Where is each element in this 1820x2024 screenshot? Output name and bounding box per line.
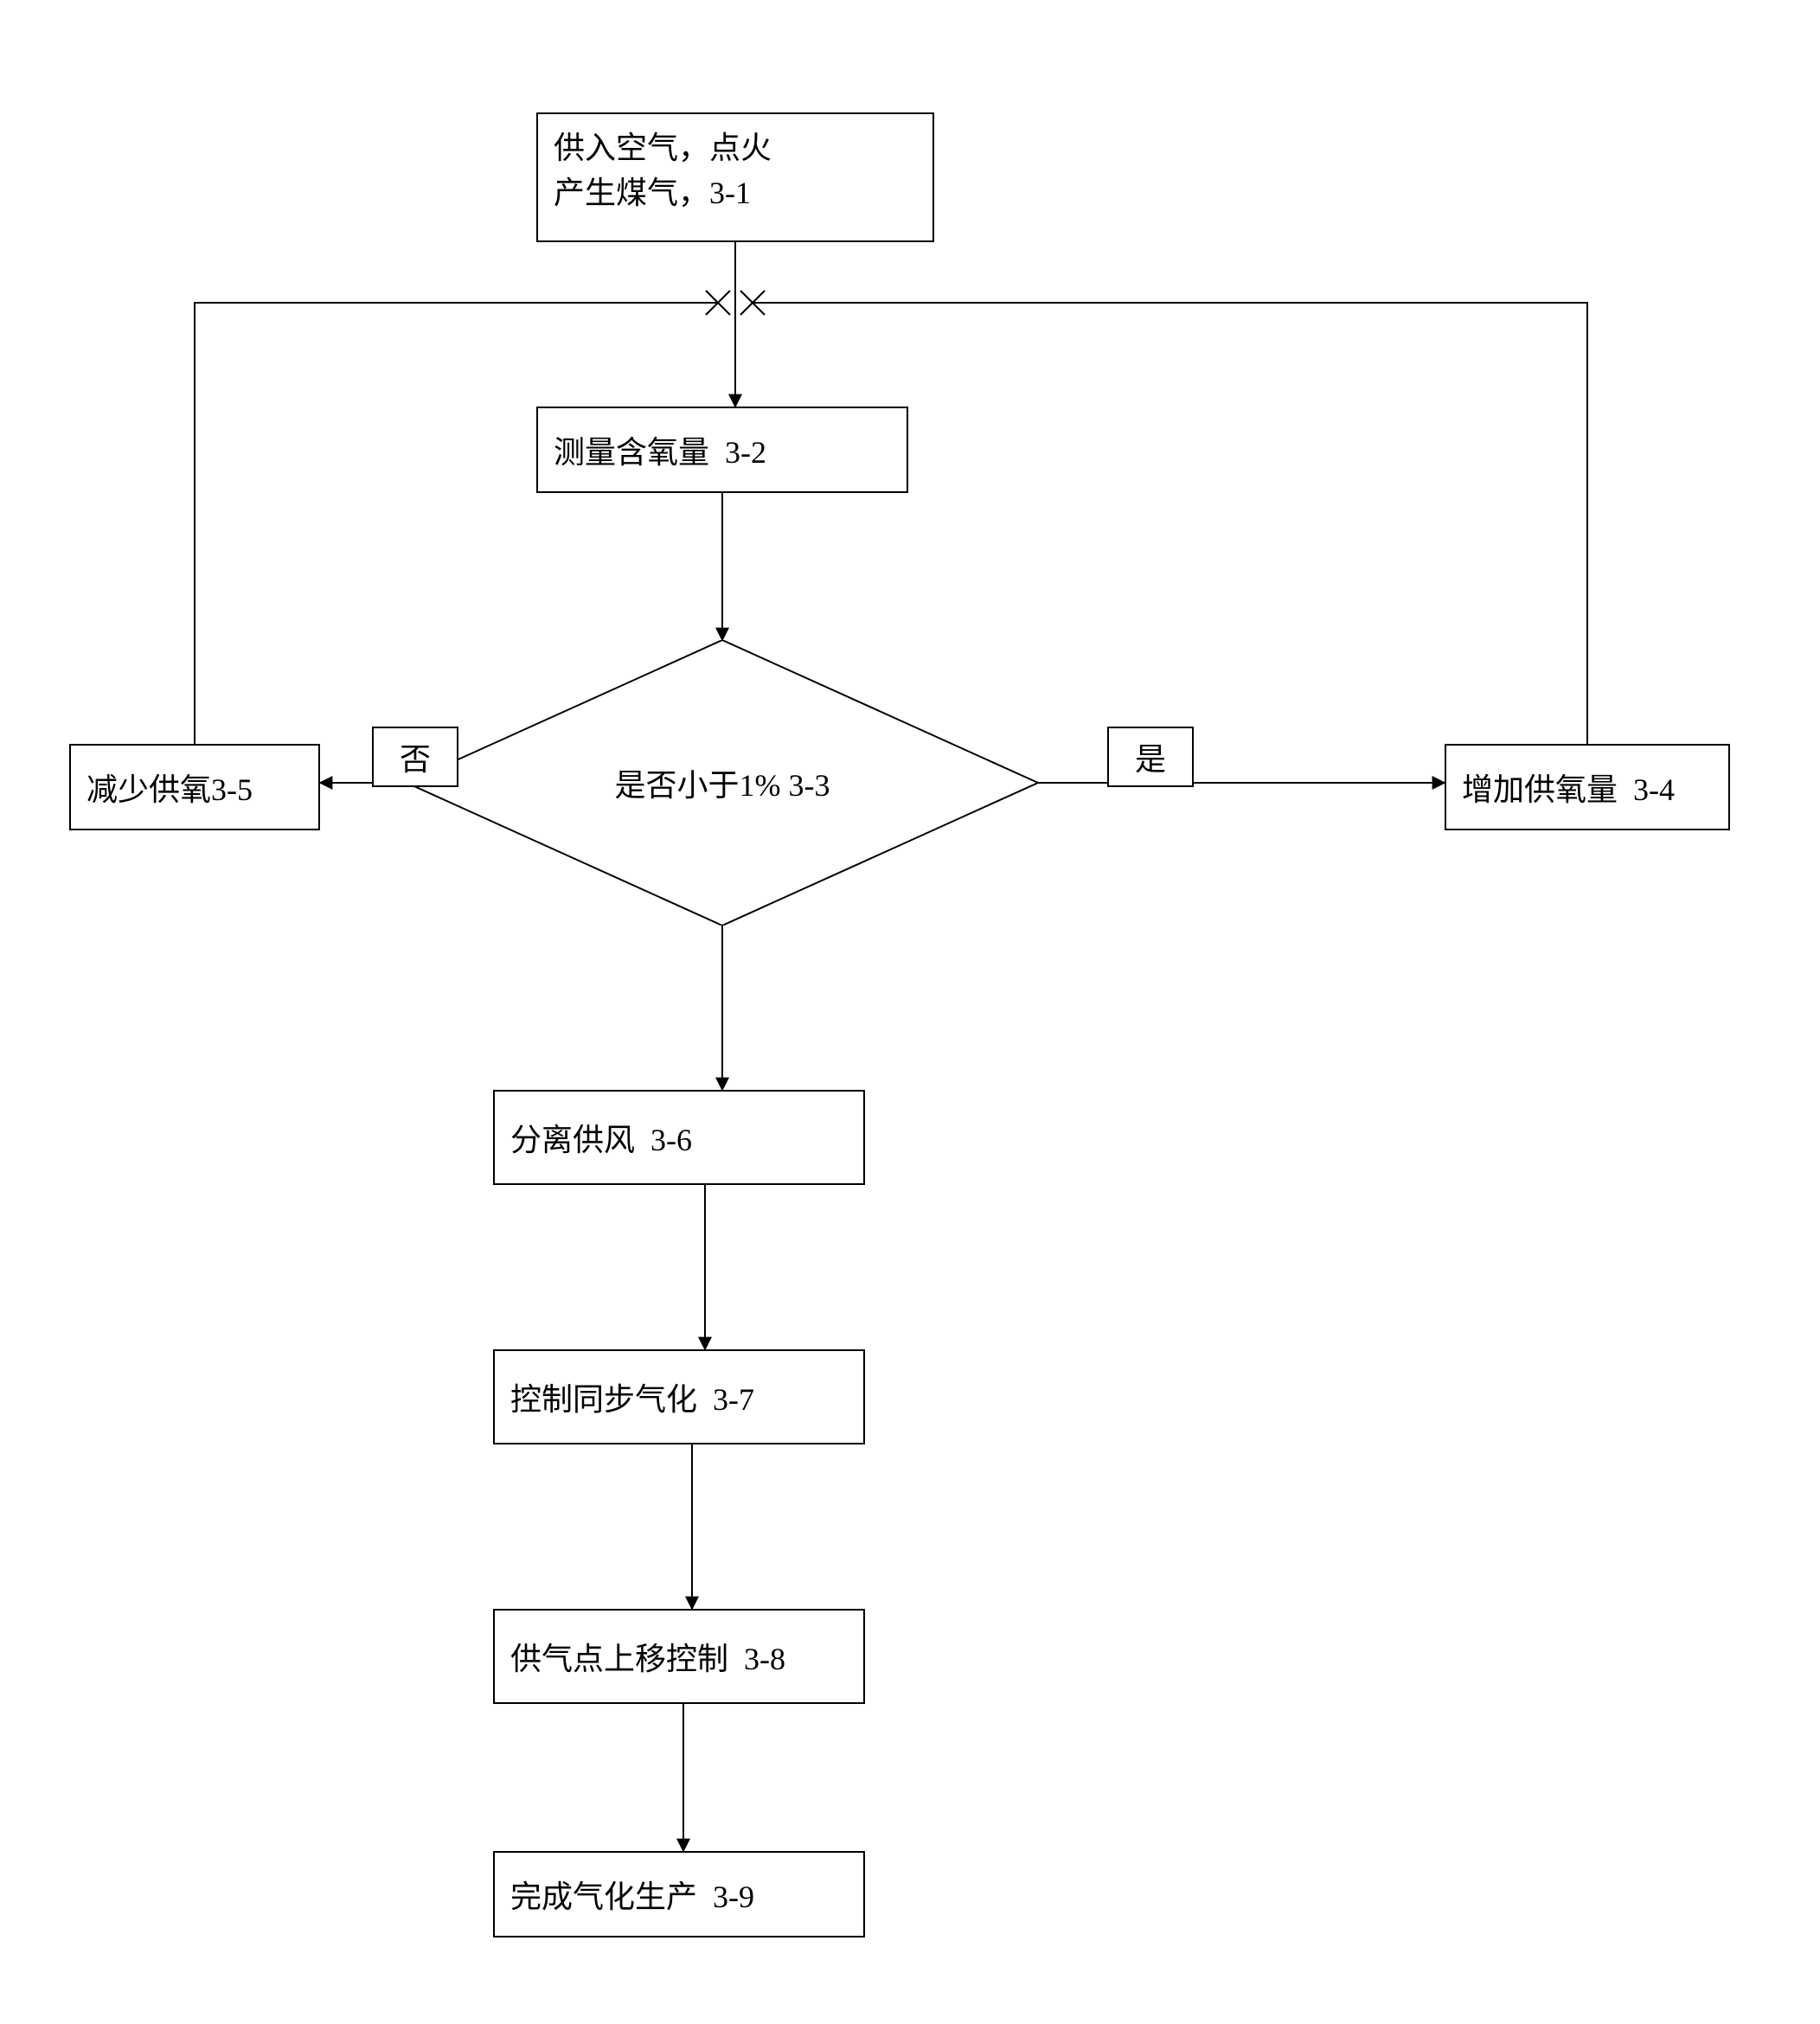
- node-n5: 减少供氧3-5: [69, 744, 320, 830]
- node-n7: 控制同步气化 3-7: [493, 1349, 865, 1444]
- node-n3-label: 是否小于1% 3-3: [615, 760, 830, 805]
- edge-label-yes-text: 是: [1135, 734, 1166, 779]
- edge-label-no: 否: [372, 727, 458, 787]
- node-n7-label: 控制同步气化 3-7: [510, 1374, 754, 1419]
- edge-label-no-text: 否: [400, 734, 431, 779]
- node-n2: 测量含氧量 3-2: [536, 407, 908, 493]
- edges-layer: [0, 0, 1820, 2024]
- node-n4-label: 增加供氧量 3-4: [1462, 765, 1675, 810]
- edge-label-yes: 是: [1107, 727, 1194, 787]
- node-n8-label: 供气点上移控制 3-8: [510, 1634, 785, 1679]
- node-n9: 完成气化生产 3-9: [493, 1851, 865, 1938]
- node-n9-label: 完成气化生产 3-9: [510, 1872, 754, 1917]
- node-n3: 是否小于1% 3-3: [407, 640, 1038, 926]
- node-n1-label: 供入空气，点火 产生煤气，3-1: [554, 123, 772, 213]
- node-n6: 分离供风 3-6: [493, 1090, 865, 1185]
- node-n2-label: 测量含氧量 3-2: [554, 427, 766, 472]
- node-n5-label: 减少供氧3-5: [87, 765, 253, 810]
- node-n1: 供入空气，点火 产生煤气，3-1: [536, 112, 934, 242]
- node-n6-label: 分离供风 3-6: [510, 1115, 692, 1160]
- flowchart-canvas: 供入空气，点火 产生煤气，3-1 测量含氧量 3-2 是否小于1% 3-3 增加供氧量…: [0, 0, 1820, 2024]
- node-n8: 供气点上移控制 3-8: [493, 1609, 865, 1704]
- node-n4: 增加供氧量 3-4: [1445, 744, 1730, 830]
